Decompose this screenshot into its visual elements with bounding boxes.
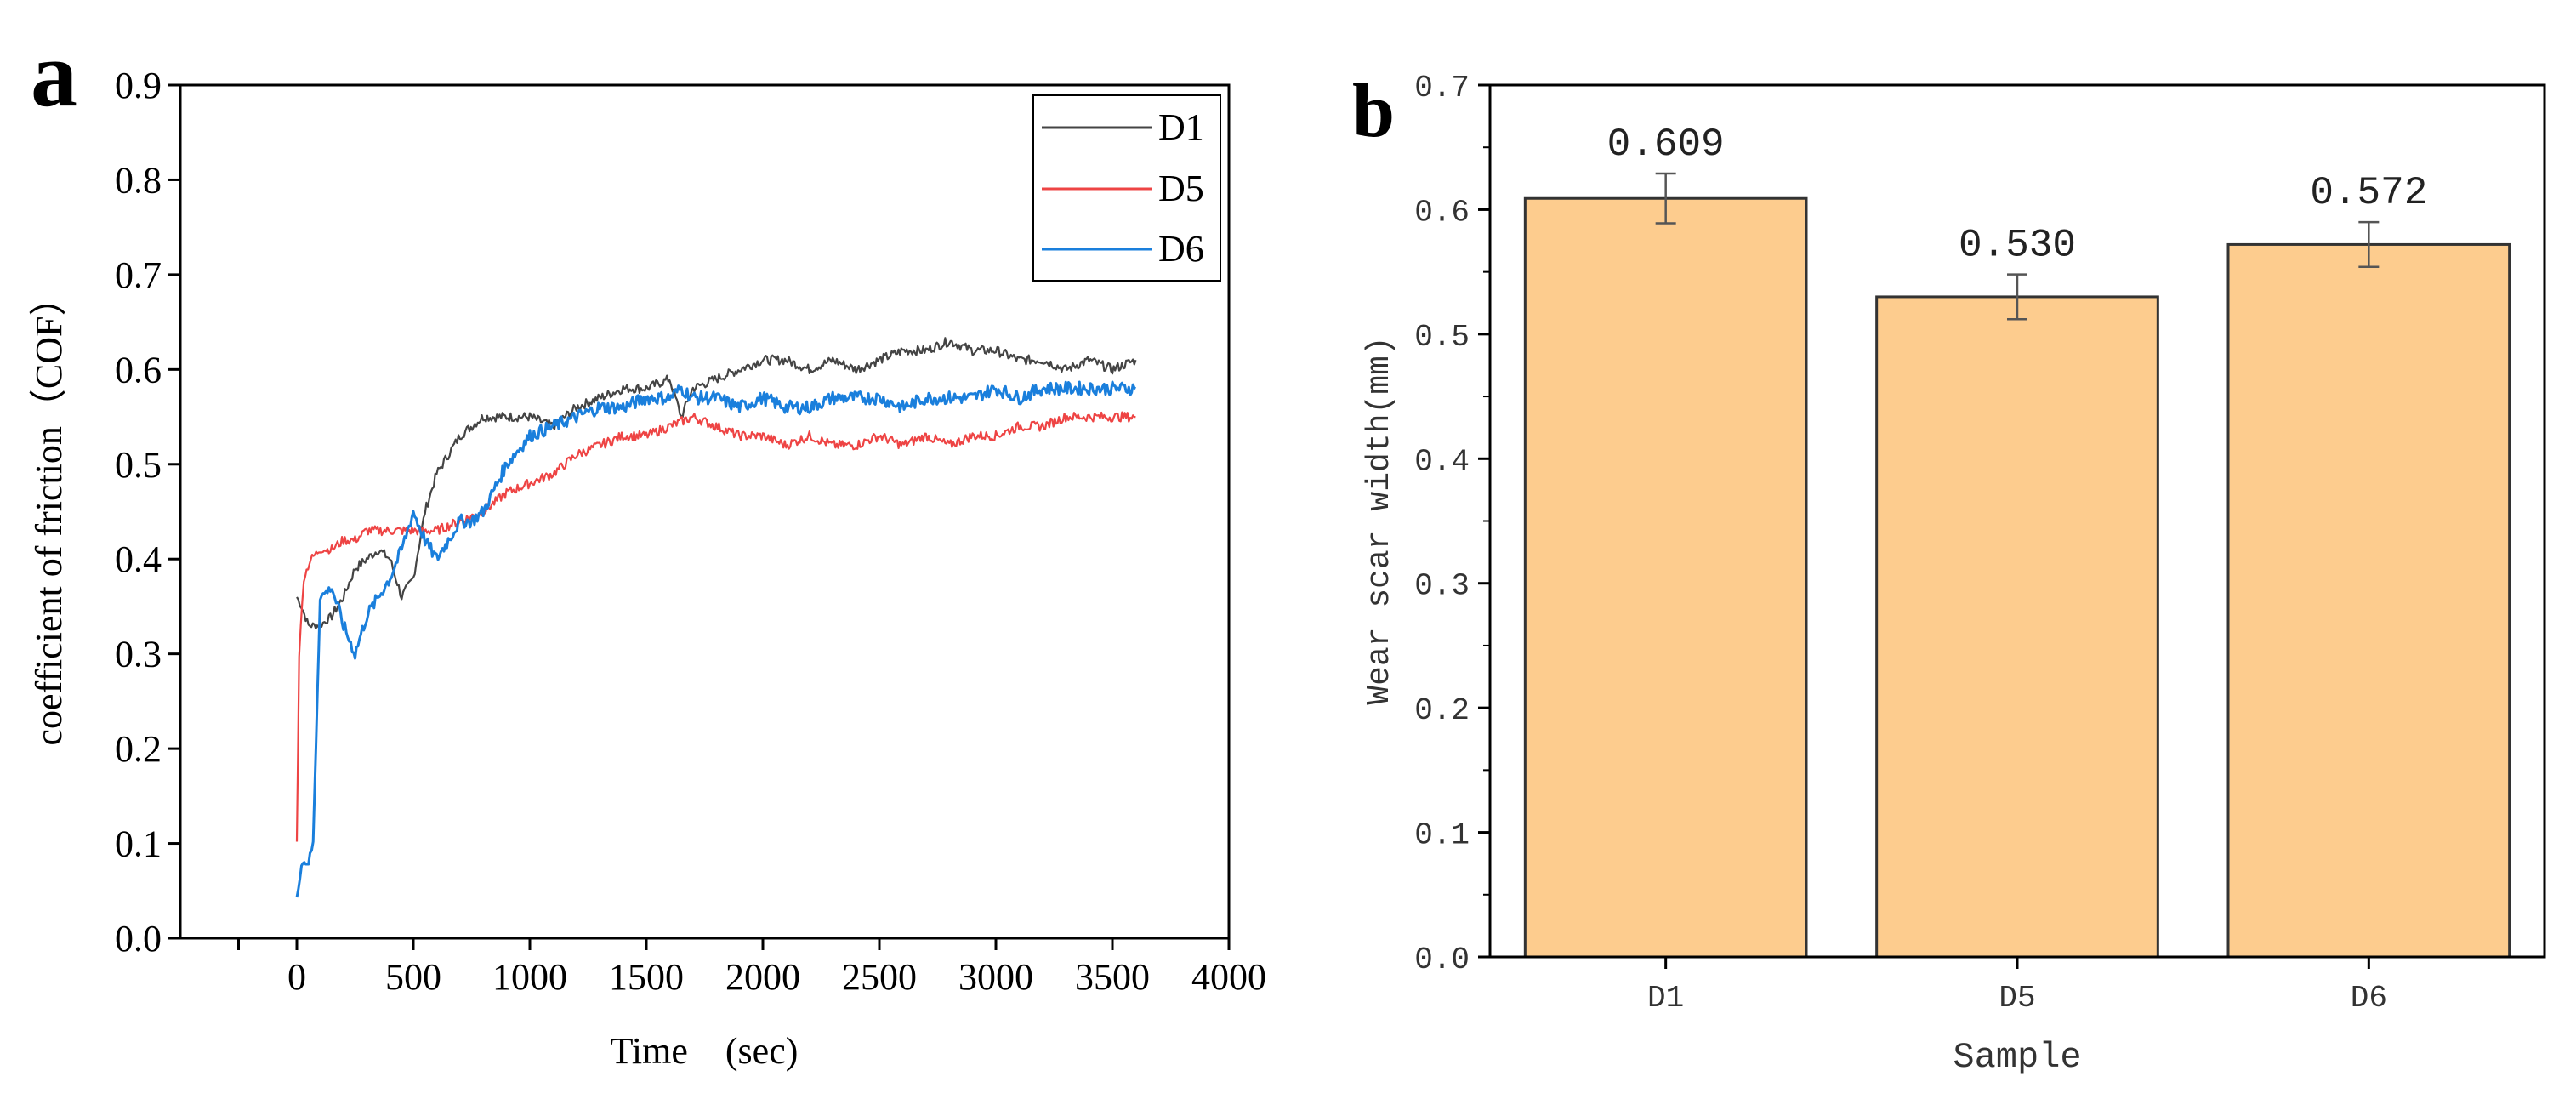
y-tick-label-b: 0.4 <box>1414 444 1470 479</box>
y-tick-label-a: 0.8 <box>115 159 162 201</box>
plot-frame-a <box>179 83 1231 940</box>
x-tick-label-d6: D6 <box>2351 981 2387 1016</box>
y-tick-label-a: 0.3 <box>115 634 162 675</box>
x-axis-title-a: Time (sec) <box>611 1030 799 1072</box>
bar-group: 0.609 0.530 0.572 <box>1523 122 2511 959</box>
y-axis-b: 0.0 0.1 0.2 0.3 0.4 0.5 0.6 0.7 <box>1414 71 1490 977</box>
x-tick-label-a: 0 <box>287 956 306 998</box>
y-tick-label-a: 0.4 <box>115 538 162 580</box>
y-tick-label-b: 0.6 <box>1414 195 1470 230</box>
legend-a: D1 D5 D6 <box>1032 94 1221 282</box>
x-tick-label-d5: D5 <box>1999 981 2035 1016</box>
x-tick-label-a: 2000 <box>725 956 800 998</box>
panel-label-b: b <box>1352 69 1395 153</box>
bar-d5 <box>1875 295 2159 959</box>
series-line-d5 <box>295 411 1136 842</box>
y-tick-label-a: 0.0 <box>115 918 162 959</box>
x-tick-label-a: 3000 <box>958 956 1033 998</box>
y-tick-label-a: 0.7 <box>115 254 162 296</box>
y-tick-label-a: 0.5 <box>115 444 162 486</box>
legend-label-d5: D5 <box>1158 168 1204 209</box>
bar-d1 <box>1523 196 1808 959</box>
x-tick-label-a: 3500 <box>1075 956 1150 998</box>
panel-label-a: a <box>31 22 77 126</box>
bar-d6 <box>2226 242 2511 959</box>
x-axis-a: 0 500 1000 1500 2000 2500 3000 3500 4000 <box>237 938 1266 998</box>
y-tick-label-a: 0.6 <box>115 349 162 390</box>
cof-series-group <box>295 337 1137 898</box>
y-tick-label-a: 0.9 <box>115 65 162 106</box>
y-tick-label-b: 0.7 <box>1414 71 1470 105</box>
y-tick-label-a: 0.2 <box>115 728 162 770</box>
x-tick-label-a: 1500 <box>609 956 684 998</box>
x-tick-label-a: 2500 <box>842 956 917 998</box>
x-tick-label-a: 4000 <box>1191 956 1266 998</box>
y-axis-title-a: coefficient of friction（COF） <box>28 278 70 745</box>
data-label-d1: 0.609 <box>1607 122 1725 167</box>
y-tick-label-b: 0.1 <box>1414 818 1470 853</box>
y-tick-label-b: 0.5 <box>1414 320 1470 355</box>
x-tick-label-a: 500 <box>385 956 441 998</box>
data-label-d5: 0.530 <box>1959 224 2076 268</box>
legend-label-d1: D1 <box>1158 106 1204 148</box>
y-tick-label-b: 0.2 <box>1414 693 1470 728</box>
panel-a: a 0.0 0.1 0.2 0.3 0.4 0.5 0.6 0.7 0.8 0.9 0 500 100… <box>28 22 1266 1072</box>
x-axis-title-b: Sample <box>1953 1037 2081 1078</box>
data-label-d6: 0.572 <box>2310 171 2427 215</box>
y-tick-label-b: 0.3 <box>1414 569 1470 604</box>
y-axis-title-b: Wear scar width(mm) <box>1362 336 1398 704</box>
y-axis-a: 0.0 0.1 0.2 0.3 0.4 0.5 0.6 0.7 0.8 0.9 <box>115 65 180 959</box>
y-tick-label-a: 0.1 <box>115 823 162 865</box>
series-line-d1 <box>296 337 1137 630</box>
x-tick-label-a: 1000 <box>492 956 567 998</box>
x-tick-label-d1: D1 <box>1647 981 1684 1016</box>
series-line-d6 <box>295 380 1136 898</box>
legend-label-d6: D6 <box>1158 228 1204 270</box>
x-axis-b: D1 D5 D6 <box>1647 957 2387 1016</box>
y-tick-label-b: 0.0 <box>1414 942 1470 977</box>
